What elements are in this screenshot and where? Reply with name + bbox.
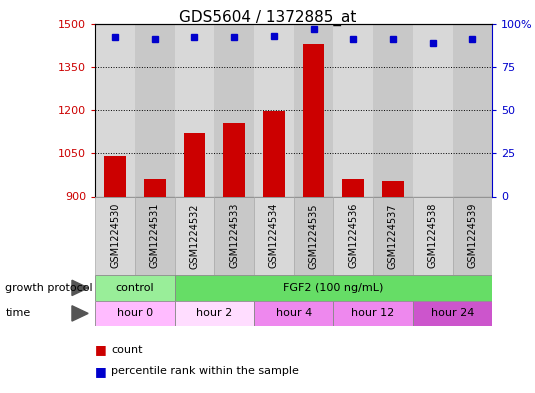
Bar xyxy=(453,196,492,275)
Text: ■: ■ xyxy=(95,365,107,378)
Text: hour 24: hour 24 xyxy=(431,309,474,318)
Bar xyxy=(215,196,254,275)
Bar xyxy=(453,24,492,196)
Bar xyxy=(184,133,205,196)
Polygon shape xyxy=(72,280,88,296)
Text: hour 12: hour 12 xyxy=(351,309,395,318)
Bar xyxy=(135,24,174,196)
Bar xyxy=(263,112,285,196)
Text: ■: ■ xyxy=(95,343,107,356)
Text: time: time xyxy=(5,309,30,318)
Bar xyxy=(95,275,174,301)
Bar xyxy=(333,196,373,275)
Bar xyxy=(294,196,333,275)
Bar xyxy=(95,196,135,275)
Text: GSM1224539: GSM1224539 xyxy=(468,203,477,268)
Bar xyxy=(254,196,294,275)
Bar xyxy=(333,301,413,326)
Bar xyxy=(373,196,413,275)
Bar xyxy=(104,156,126,196)
Text: GSM1224537: GSM1224537 xyxy=(388,203,398,268)
Text: control: control xyxy=(116,283,154,293)
Text: GSM1224531: GSM1224531 xyxy=(150,203,160,268)
Text: GSM1224536: GSM1224536 xyxy=(348,203,358,268)
Text: FGF2 (100 ng/mL): FGF2 (100 ng/mL) xyxy=(283,283,384,293)
Bar xyxy=(95,301,174,326)
Text: GDS5604 / 1372885_at: GDS5604 / 1372885_at xyxy=(179,10,356,26)
Bar xyxy=(223,123,245,196)
Text: growth protocol: growth protocol xyxy=(5,283,93,293)
Text: hour 2: hour 2 xyxy=(196,309,232,318)
Bar xyxy=(174,301,254,326)
Bar xyxy=(95,24,135,196)
Text: GSM1224533: GSM1224533 xyxy=(229,203,239,268)
Bar xyxy=(413,24,453,196)
Bar xyxy=(144,179,166,196)
Bar xyxy=(413,196,453,275)
Text: GSM1224534: GSM1224534 xyxy=(269,203,279,268)
Text: hour 0: hour 0 xyxy=(117,309,153,318)
Text: percentile rank within the sample: percentile rank within the sample xyxy=(111,366,299,376)
Bar xyxy=(373,24,413,196)
Bar xyxy=(135,196,174,275)
Text: GSM1224532: GSM1224532 xyxy=(189,203,200,268)
Text: count: count xyxy=(111,345,143,355)
Text: hour 4: hour 4 xyxy=(276,309,312,318)
Text: GSM1224535: GSM1224535 xyxy=(309,203,318,268)
Bar xyxy=(174,196,215,275)
Bar xyxy=(215,24,254,196)
Bar xyxy=(174,24,215,196)
Bar xyxy=(174,275,492,301)
Bar xyxy=(254,301,333,326)
Polygon shape xyxy=(72,306,88,321)
Bar xyxy=(342,179,364,196)
Bar xyxy=(254,24,294,196)
Bar xyxy=(413,301,492,326)
Bar xyxy=(294,24,333,196)
Text: GSM1224530: GSM1224530 xyxy=(110,203,120,268)
Bar xyxy=(303,44,325,196)
Text: GSM1224538: GSM1224538 xyxy=(427,203,438,268)
Bar xyxy=(333,24,373,196)
Bar xyxy=(382,181,404,196)
